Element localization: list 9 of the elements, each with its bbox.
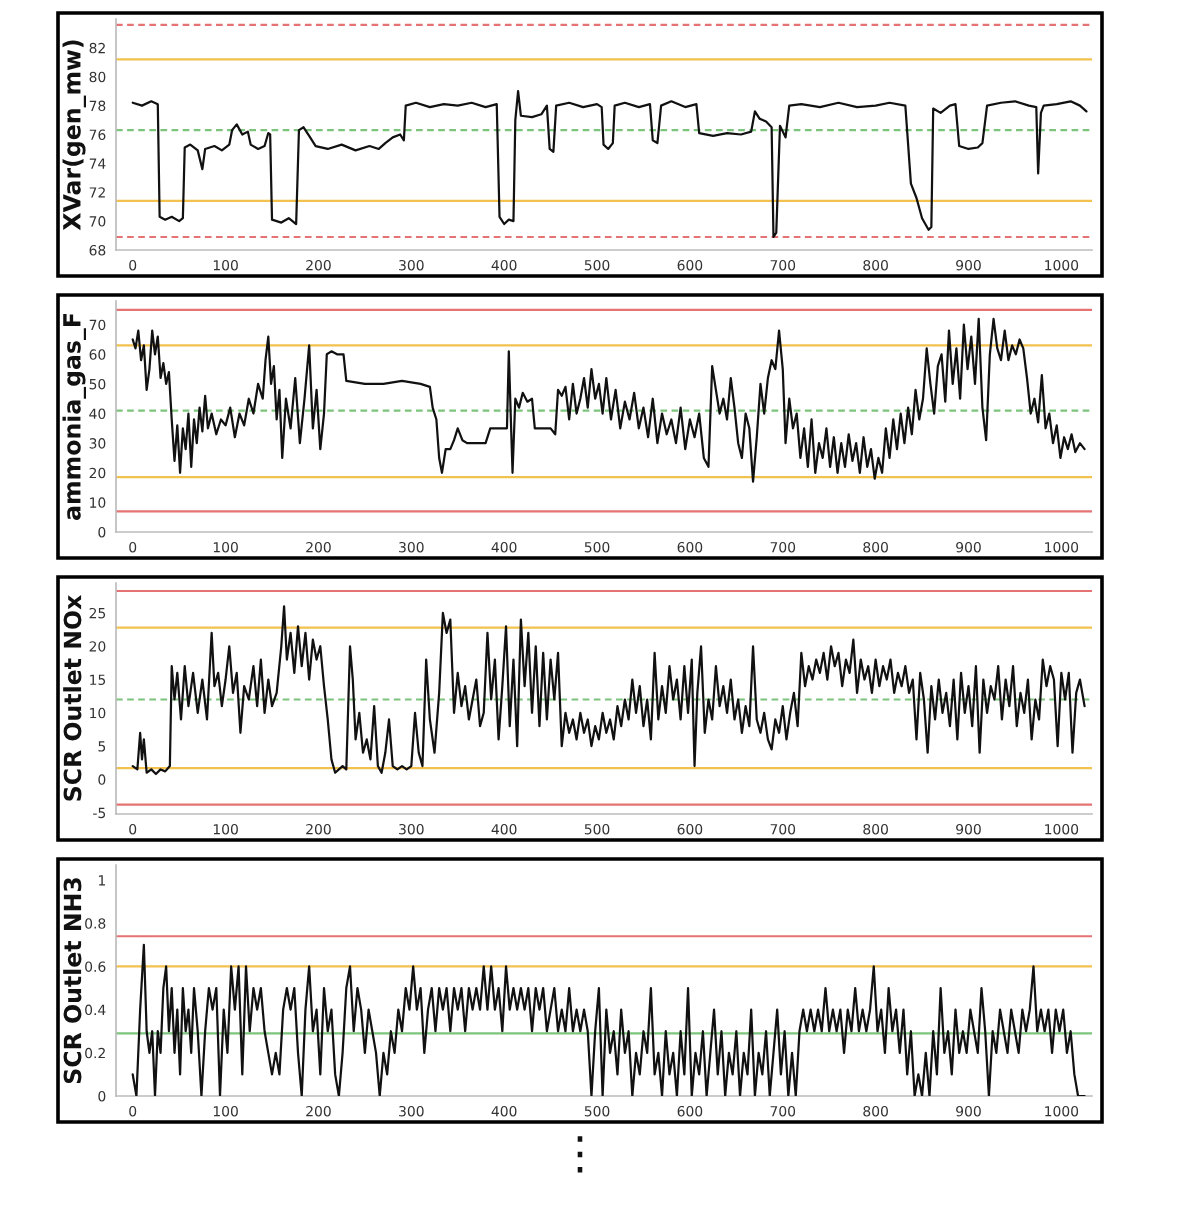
line-series bbox=[131, 943, 1086, 1096]
y-axis-title: SCR Outlet NH3 bbox=[63, 878, 82, 1084]
y-axis-title: XVar(gen_mw) bbox=[62, 40, 86, 231]
line-series bbox=[131, 605, 1086, 776]
y-axis-title: ammonia_gas_F bbox=[62, 314, 86, 520]
y-axis-title: SCR Outlet NOx bbox=[63, 595, 82, 801]
line-series bbox=[131, 317, 1086, 483]
line-series bbox=[131, 90, 1088, 239]
text: ⋮ bbox=[577, 1136, 583, 1173]
